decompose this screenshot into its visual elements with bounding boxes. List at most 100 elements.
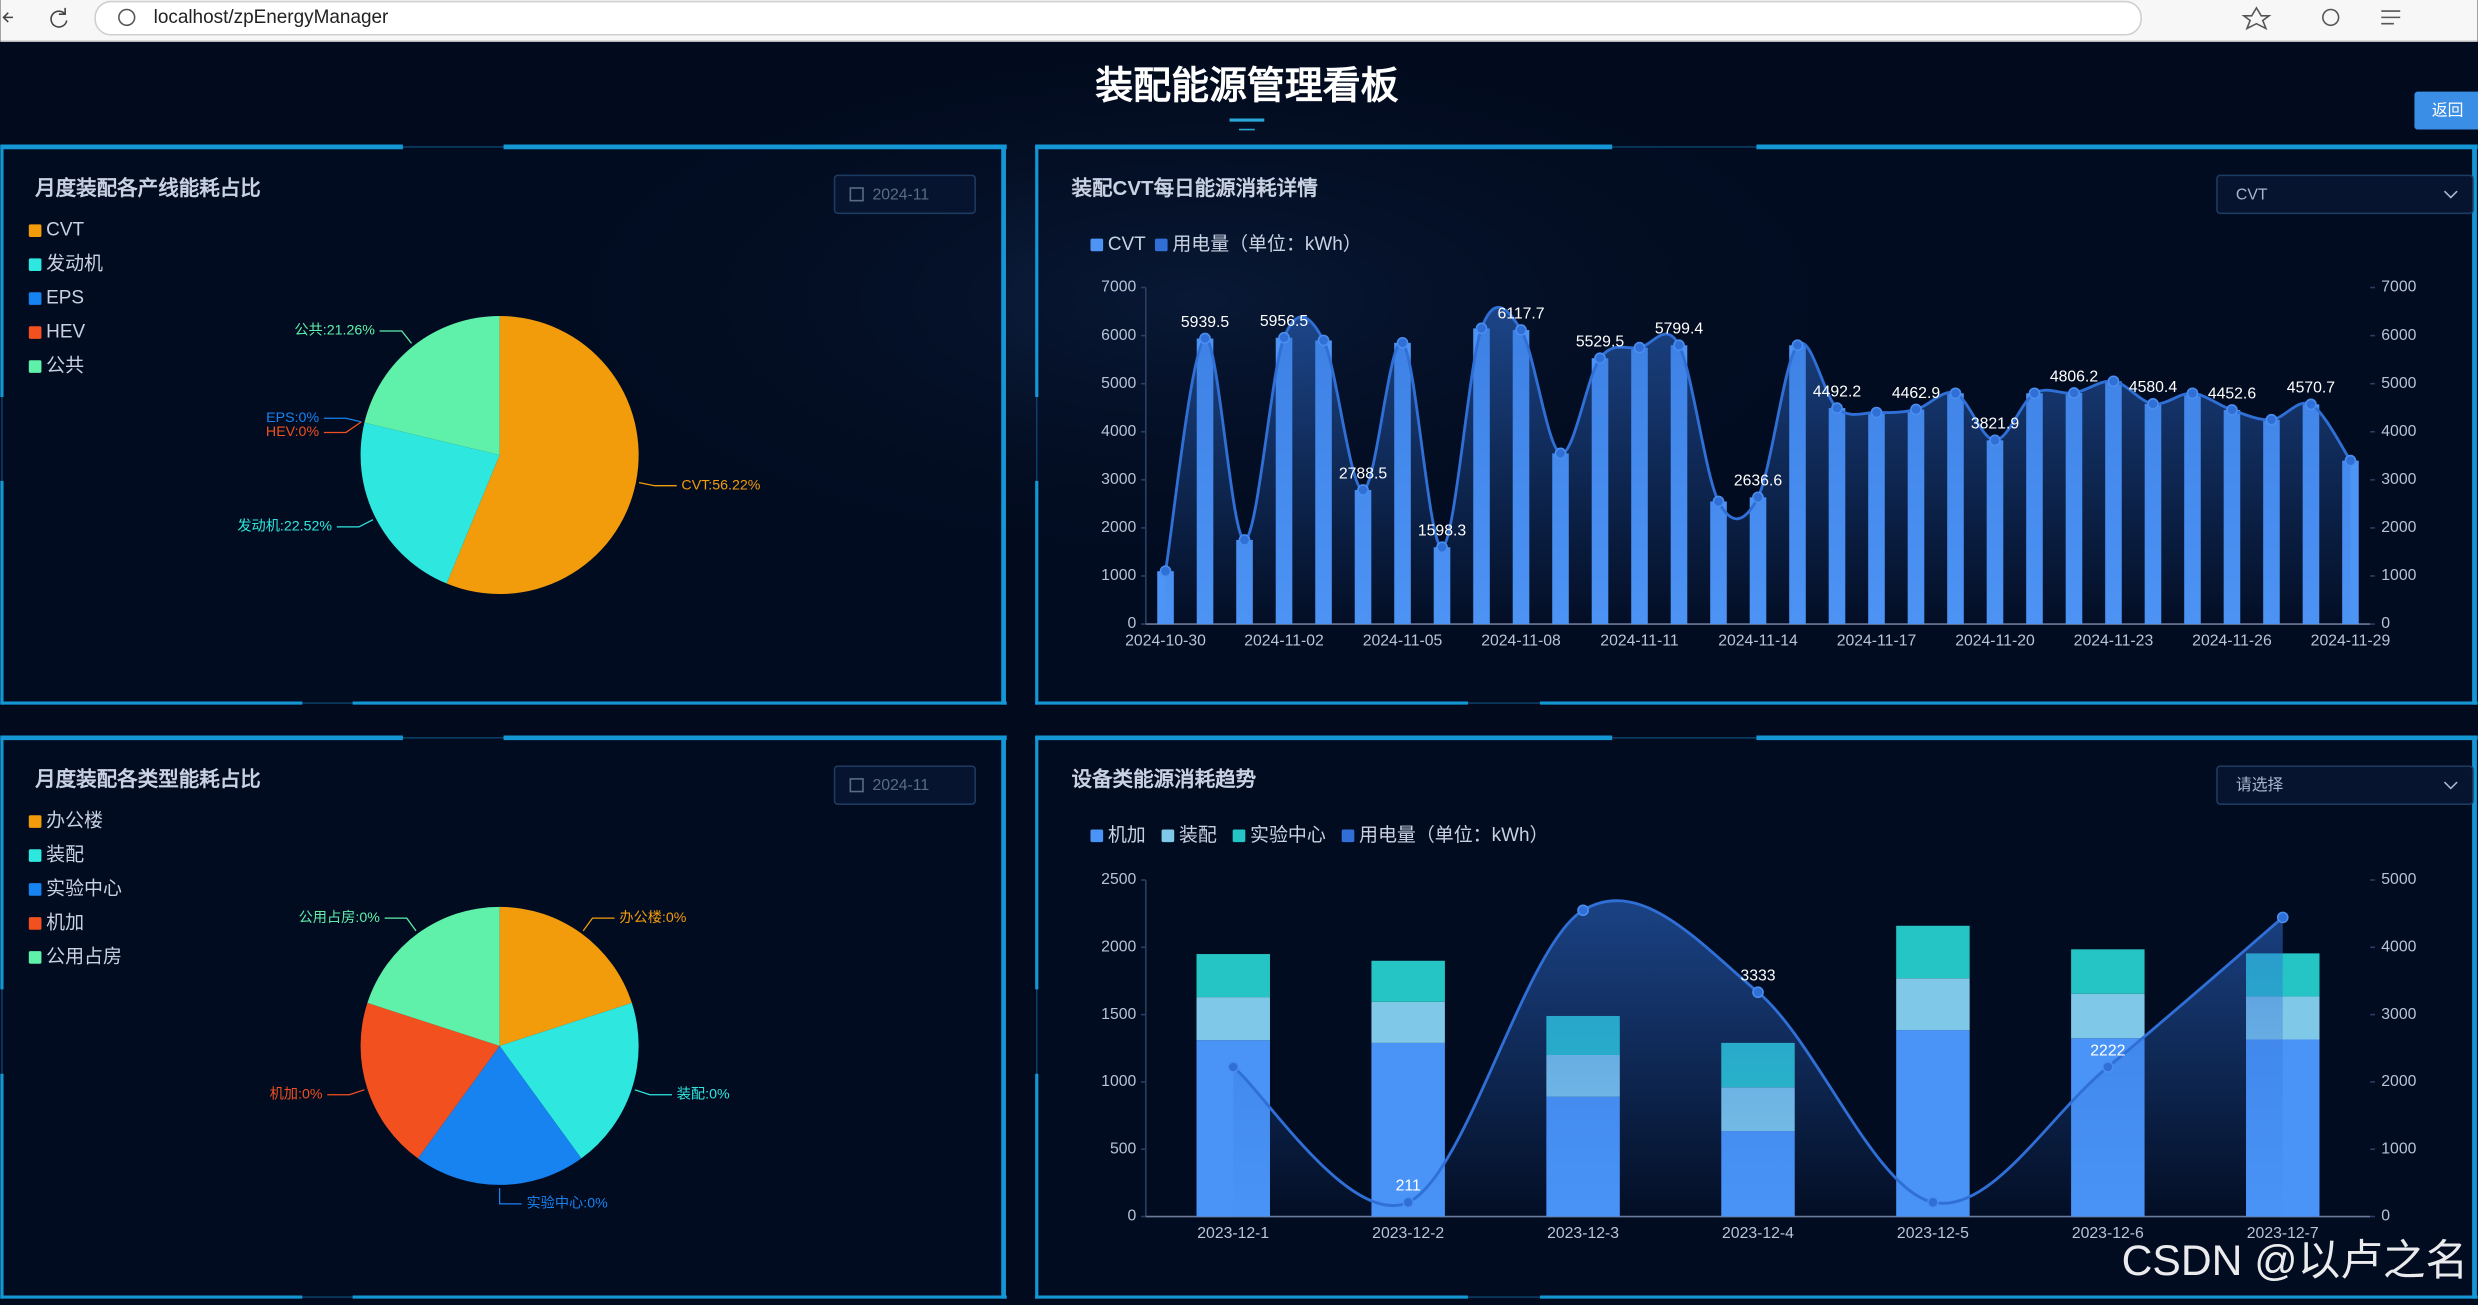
data-label: 4580.4 <box>2129 379 2177 396</box>
legend-swatch <box>28 360 42 373</box>
x-tick-label: 2023-12-1 <box>1197 1225 1269 1242</box>
y-tick-label: 2000 <box>1101 519 1136 536</box>
back-button[interactable] <box>2414 91 2478 130</box>
line-point <box>1199 332 1211 345</box>
favorite-icon[interactable] <box>2241 6 2272 31</box>
legend-label: CVT <box>46 220 84 241</box>
bar <box>1371 1001 1445 1043</box>
y-tick-label: 500 <box>1110 1140 1137 1157</box>
line-point <box>1712 495 1725 508</box>
x-tick-label: 2024-11-17 <box>1837 633 1917 650</box>
calendar-icon <box>849 187 864 202</box>
chart-title: 设备类能源消耗趋势 <box>1072 767 1257 791</box>
select-value: CVT <box>2236 186 2268 203</box>
data-label: 4806.2 <box>2050 368 2098 385</box>
data-label: 5799.4 <box>1655 321 1703 338</box>
bar <box>2071 949 2145 994</box>
select-chevron <box>2443 190 2458 199</box>
line-point <box>1870 406 1883 419</box>
legend-label: HEV <box>46 322 85 343</box>
chart-title: 装配CVT每日能源消耗详情 <box>1071 176 1319 200</box>
charts: 月度装配各产线能耗占比 2024-11 CVT 发动机 EPS HEV 公共 CVT:56.2… <box>28 174 2474 1242</box>
select-box[interactable] <box>2216 174 2474 215</box>
chart-title: 月度装配各类型能耗占比 <box>34 767 261 791</box>
y-tick-label: 4000 <box>1101 423 1136 440</box>
legend-swatch <box>28 224 42 237</box>
line-point <box>1791 339 1804 352</box>
data-label: 3821.9 <box>1971 416 2019 433</box>
data-label: EPS:0% <box>266 410 319 426</box>
address-bar[interactable] <box>94 0 2142 36</box>
x-tick-label: 2024-11-14 <box>1718 633 1798 650</box>
data-label: 4462.9 <box>1892 385 1940 402</box>
label-leader <box>323 421 362 434</box>
data-label: 发动机:22.52% <box>237 518 332 535</box>
x-tick-label: 2024-11-02 <box>1244 633 1324 650</box>
chart-title: 月度装配各产线能耗占比 <box>34 176 261 200</box>
line-point <box>1515 324 1527 336</box>
line-point <box>1357 484 1369 496</box>
extensions-icon[interactable] <box>2322 8 2340 27</box>
line-point <box>2305 398 2317 411</box>
label-leader <box>327 1089 365 1096</box>
select-box[interactable] <box>2216 765 2474 805</box>
line-point <box>1673 339 1685 352</box>
bar <box>1896 1030 1970 1217</box>
y2-tick-label: 3000 <box>2381 471 2416 488</box>
y-tick-label: 2000 <box>1101 938 1136 955</box>
label-leader <box>336 519 374 528</box>
line-point <box>1554 447 1567 460</box>
calendar-icon <box>849 778 864 793</box>
line-point <box>1752 986 1764 999</box>
pie-slice <box>417 1045 582 1185</box>
legend-label: 实验中心 <box>1250 824 1326 846</box>
select-chevron <box>2443 781 2458 790</box>
legend-label: 公用占房 <box>46 945 122 967</box>
legend-swatch <box>28 849 42 862</box>
y2-tick-label: 3000 <box>2381 1006 2416 1023</box>
y2-tick-label: 0 <box>2381 1208 2390 1225</box>
info-icon[interactable] <box>118 8 136 27</box>
line-point <box>1927 1196 1939 1209</box>
y-tick-label: 1000 <box>1101 567 1136 584</box>
y-tick-label: 3000 <box>1101 471 1136 488</box>
collections-icon[interactable] <box>2381 10 2401 25</box>
line-point <box>1436 541 1448 554</box>
data-label: CVT:56.22% <box>681 477 760 493</box>
y2-tick-label: 4000 <box>2381 423 2416 440</box>
line-point <box>2107 375 2120 388</box>
line-point <box>1949 387 1962 400</box>
line-point <box>1594 352 1606 365</box>
y2-tick-label: 7000 <box>2381 279 2416 296</box>
legend-swatch <box>28 917 42 930</box>
data-label: 1598.3 <box>1418 523 1466 540</box>
legend-label: 实验中心 <box>46 877 122 899</box>
y2-tick-label: 5000 <box>2381 375 2416 392</box>
legend-label: EPS <box>46 288 84 309</box>
reload-icon[interactable] <box>50 7 68 28</box>
bar <box>1896 978 1970 1031</box>
y2-tick-label: 5000 <box>2381 871 2416 888</box>
x-tick-label: 2024-11-08 <box>1481 633 1561 650</box>
legend-swatch <box>28 258 42 271</box>
data-label: 装配:0% <box>677 1085 730 1102</box>
legend-swatch <box>28 883 42 896</box>
y-tick-label: 1000 <box>1101 1073 1136 1090</box>
legend-label: 机加 <box>1108 824 1146 846</box>
back-icon[interactable] <box>2 12 13 23</box>
pie-slice <box>499 1002 639 1159</box>
x-tick-label: 2024-11-26 <box>2192 633 2272 650</box>
line-point <box>1989 434 2001 447</box>
date-picker-value: 2024-11 <box>872 777 929 794</box>
legend-label: 办公楼 <box>46 810 103 832</box>
date-picker[interactable] <box>833 174 976 215</box>
date-picker[interactable] <box>833 765 976 805</box>
label-leader <box>384 917 417 932</box>
line-point <box>2101 1061 2114 1073</box>
line-point <box>1159 565 1172 578</box>
data-label: 6117.7 <box>1497 305 1544 322</box>
y-tick-label: 6000 <box>1101 327 1136 344</box>
line-point <box>1402 1196 1415 1209</box>
back-button-label[interactable]: 返回 <box>2432 102 2464 120</box>
